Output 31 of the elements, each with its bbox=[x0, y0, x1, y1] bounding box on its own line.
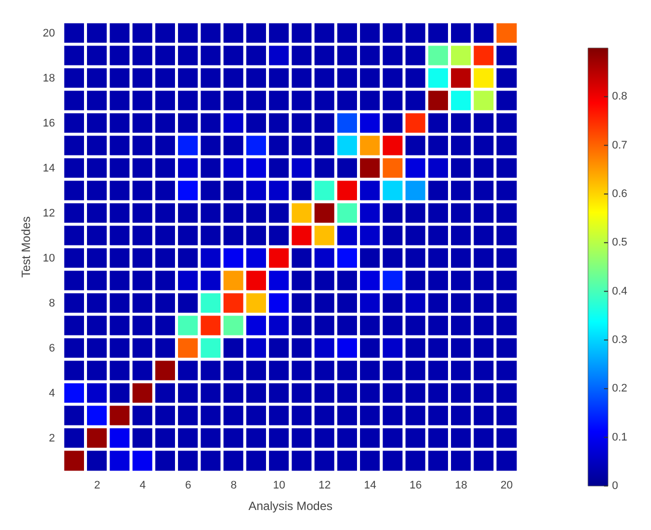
y-tick-label: 20 bbox=[42, 27, 55, 40]
color-bar-label: 0.1 bbox=[612, 431, 628, 444]
color-bar-label: 0.6 bbox=[612, 188, 628, 200]
x-tick-label: 2 bbox=[94, 480, 100, 492]
y-tick-label: 10 bbox=[42, 252, 55, 264]
color-bar-label: 0.8 bbox=[612, 90, 628, 103]
color-bar-label: 0.4 bbox=[612, 285, 628, 298]
color-bar-label: 0.2 bbox=[612, 382, 628, 395]
x-axis-title: Analysis Modes bbox=[248, 499, 333, 513]
x-tick-label: 4 bbox=[140, 480, 146, 492]
y-tick-label: 16 bbox=[42, 117, 55, 130]
x-tick-label: 6 bbox=[185, 480, 192, 492]
color-bar-label: 0 bbox=[612, 480, 618, 492]
x-tick-label: 20 bbox=[500, 480, 513, 492]
color-bar-label: 0.5 bbox=[612, 236, 628, 249]
y-tick-label: 2 bbox=[48, 432, 55, 444]
y-tick-label: 6 bbox=[48, 342, 55, 354]
y-axis-title: Test Modes bbox=[18, 216, 33, 278]
y-tick-label: 18 bbox=[42, 72, 55, 84]
x-tick-label: 18 bbox=[455, 480, 468, 492]
x-tick-label: 8 bbox=[230, 480, 237, 492]
x-tick-label: 14 bbox=[364, 480, 376, 492]
x-tick-label: 10 bbox=[273, 480, 286, 492]
color-bar-label: 0.3 bbox=[612, 334, 628, 346]
y-tick-label: 12 bbox=[42, 207, 55, 220]
x-tick-label: 16 bbox=[410, 480, 422, 492]
y-tick-label: 4 bbox=[48, 387, 55, 400]
y-tick-label: 8 bbox=[48, 297, 55, 310]
y-tick-label: 14 bbox=[42, 162, 55, 174]
x-tick-label: 12 bbox=[318, 480, 331, 492]
color-bar-label: 0.7 bbox=[612, 139, 628, 152]
